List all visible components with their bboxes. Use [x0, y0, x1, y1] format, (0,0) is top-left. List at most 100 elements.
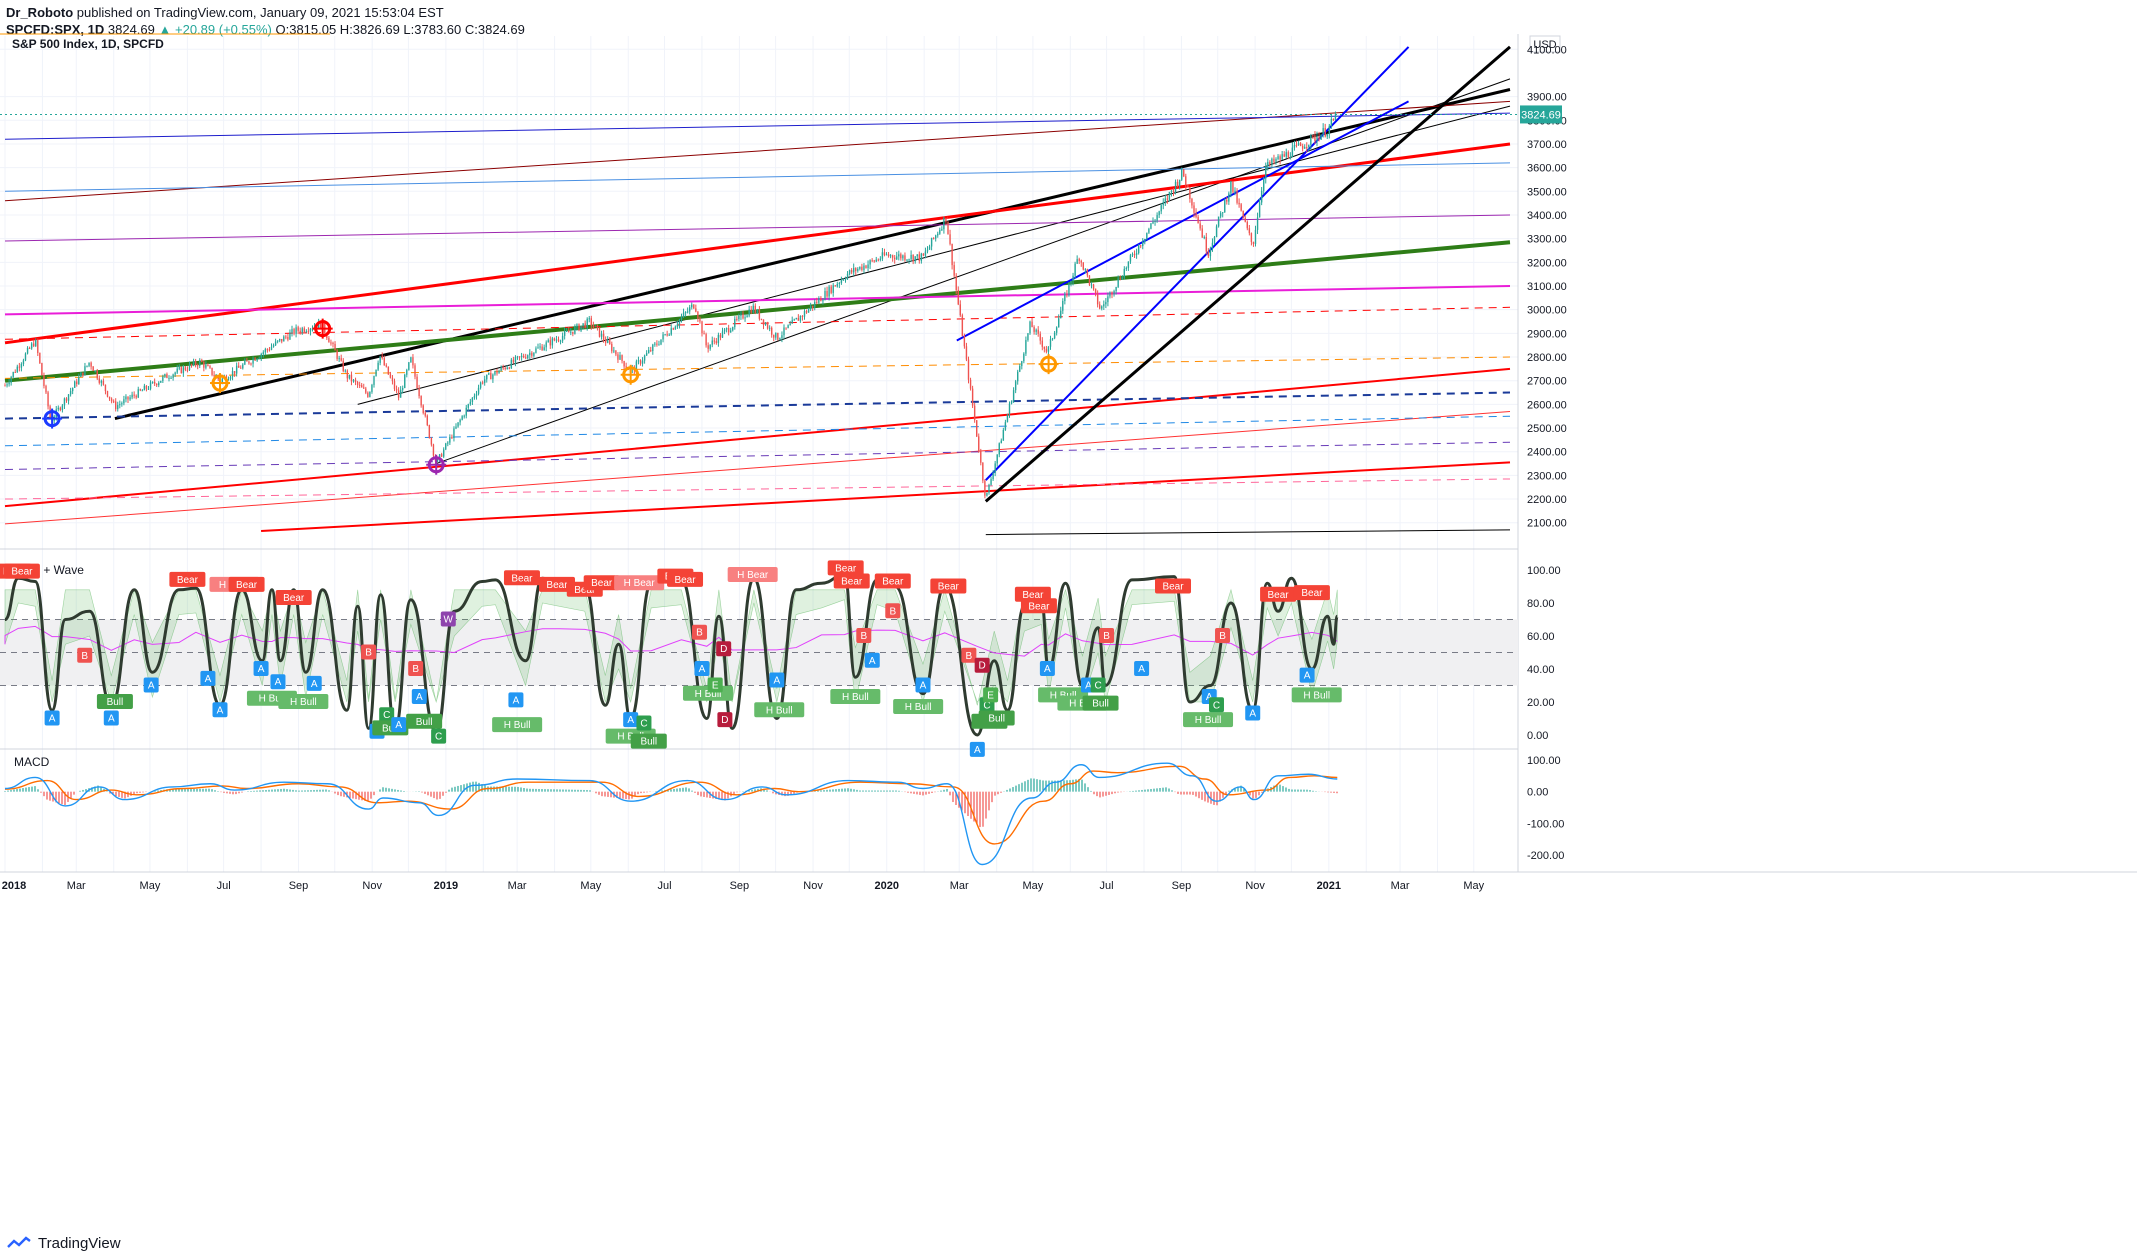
candle-body: [1205, 237, 1207, 252]
candle-body: [949, 234, 951, 244]
candle-body: [818, 298, 820, 303]
candle-body: [988, 484, 990, 493]
candle-body: [479, 382, 482, 388]
signal-tag-bg: [974, 657, 990, 673]
chart-header: Dr_Roboto published on TradingView.com, …: [0, 0, 2137, 42]
price-axis-label: 2800.00: [1527, 352, 1567, 364]
signal-tag-bg: [411, 689, 427, 705]
signal-tag-label: B: [365, 648, 372, 659]
candle-body: [45, 385, 47, 393]
signal-tag: Bear: [3, 563, 40, 579]
candle-body: [143, 385, 146, 391]
candle-body: [723, 329, 726, 332]
candle-body: [1277, 156, 1279, 160]
candle-body: [527, 355, 529, 359]
candle-body: [814, 301, 816, 308]
candle-body: [1222, 212, 1224, 214]
signal-tag-label: A: [1138, 664, 1145, 675]
candle-body: [180, 367, 182, 374]
candle-body: [502, 367, 504, 369]
candle-body: [1283, 154, 1285, 157]
signal-tag-bg: [391, 717, 407, 733]
candle-body: [297, 327, 299, 331]
change-arrow-icon: ▲: [158, 22, 172, 37]
candle-body: [1033, 327, 1035, 332]
candle-body: [123, 399, 125, 404]
oscillator-axis-label: 60.00: [1527, 631, 1555, 643]
signal-tag-label: C: [383, 710, 390, 721]
signal-tag-bg: [1099, 628, 1115, 643]
candle-body: [650, 350, 652, 352]
candle-body: [664, 334, 666, 336]
pivot-marker: [1038, 354, 1059, 375]
candle-body: [742, 313, 744, 319]
candle-body: [961, 315, 964, 336]
signal-tag: B: [961, 647, 977, 663]
signal-tag-bg: [1014, 586, 1051, 602]
signal-tag-bg: [1215, 628, 1231, 643]
candle-body: [1310, 135, 1312, 145]
signal-tag-label: Bear: [835, 563, 857, 574]
candle-body: [412, 357, 414, 366]
candle-body: [791, 320, 793, 324]
tradingview-brand[interactable]: TradingView: [38, 1234, 121, 1252]
macd-axis-label: -200.00: [1527, 850, 1564, 862]
candle-body: [8, 382, 10, 385]
candle-body: [744, 317, 746, 319]
candle-body: [37, 340, 39, 353]
candle-body: [158, 382, 160, 386]
candle-body: [990, 479, 992, 485]
signal-tag: A: [1039, 661, 1055, 676]
candle-body: [910, 254, 912, 260]
candle-body: [945, 218, 947, 222]
candle-body: [1004, 422, 1007, 430]
candle-body: [672, 328, 674, 330]
signal-tag: A: [1245, 705, 1261, 721]
candle-body: [78, 376, 80, 385]
candle-body: [1076, 259, 1078, 264]
signal-tag-label: A: [1304, 671, 1311, 682]
candle-body: [809, 305, 812, 310]
oscillator-axis-label: 100.00: [1527, 565, 1561, 577]
signal-tag-label: H Bull: [290, 697, 317, 708]
candle-body: [674, 326, 677, 330]
candle-body: [170, 377, 172, 379]
signal-tag-label: B: [412, 664, 419, 675]
candle-body: [20, 363, 23, 368]
candle-body: [63, 398, 66, 406]
signal-tag: A: [411, 689, 427, 705]
candle-body: [373, 376, 375, 385]
candle-body: [262, 352, 264, 355]
trendline: [4, 100, 1511, 202]
signal-tag-label: Bear: [11, 567, 33, 578]
candle-body: [873, 260, 875, 262]
candle-body: [1119, 278, 1121, 280]
signal-tag: C: [431, 728, 447, 744]
symbol-label[interactable]: SPCFD:SPX, 1D: [6, 22, 105, 37]
candle-body: [406, 369, 408, 375]
candle-body: [832, 285, 834, 293]
candle-body: [846, 273, 849, 279]
candle-body: [496, 371, 498, 374]
candle-body: [160, 380, 162, 383]
pivot-marker: [312, 318, 333, 339]
author-name[interactable]: Dr_Roboto: [6, 5, 74, 20]
candle-body: [1092, 284, 1095, 289]
signal-tag-label: Bear: [1022, 590, 1044, 601]
candle-body: [582, 323, 584, 326]
signal-tag-label: H Bull: [1195, 715, 1222, 726]
candle-body: [842, 279, 845, 281]
candle-body: [797, 317, 800, 321]
signal-tag: A: [270, 674, 286, 690]
candle-body: [490, 373, 492, 380]
candle-body: [106, 391, 109, 397]
tradingview-logo-icon[interactable]: [6, 1235, 32, 1251]
candle-body: [885, 254, 888, 256]
trendline: [4, 162, 1511, 192]
candle-body: [1191, 198, 1193, 206]
price-axis-label: 2700.00: [1527, 376, 1567, 388]
candle-body: [881, 252, 884, 259]
candle-body: [383, 358, 385, 366]
candle-body: [1053, 332, 1056, 339]
